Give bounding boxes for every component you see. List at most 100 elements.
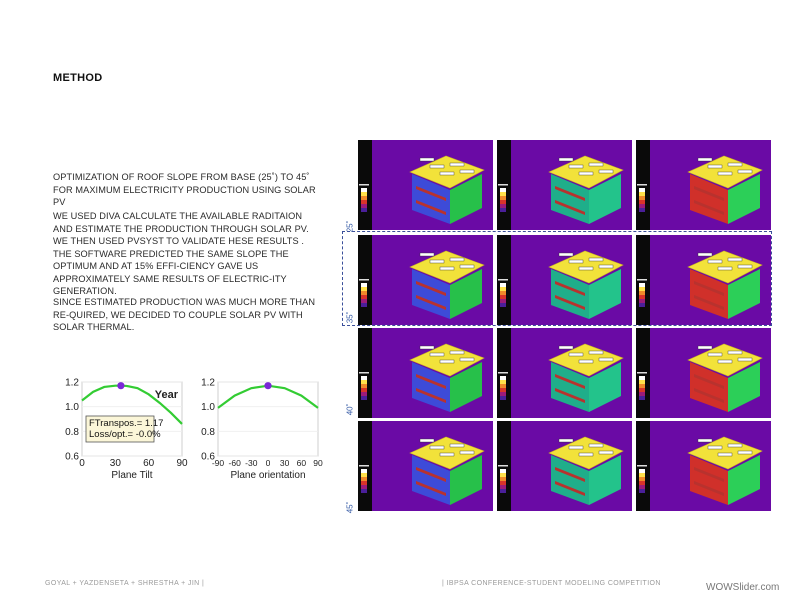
x-tick-label: -60	[229, 458, 242, 468]
balcony	[555, 481, 585, 496]
value-tag	[449, 443, 465, 448]
legend-swatch	[361, 473, 367, 477]
legend-swatch	[361, 481, 367, 485]
balcony	[555, 186, 585, 201]
legend-swatch	[639, 208, 645, 212]
footer-authors: GOYAL + YAZDENSETA + SHRESTHA + JIN |	[45, 580, 205, 587]
legend-swatch	[361, 283, 367, 287]
value-tag	[429, 259, 445, 264]
value-tag	[727, 350, 743, 355]
chart-title: Year	[155, 389, 179, 401]
x-tick-label: -90	[212, 458, 225, 468]
house-model-graphic	[359, 250, 485, 319]
annotation-text: FTranspos.= 1.17	[89, 418, 163, 429]
value-tag	[717, 359, 733, 364]
value-tag	[578, 359, 594, 364]
value-tag	[707, 445, 723, 450]
balcony	[555, 388, 585, 403]
legend-swatch	[500, 477, 506, 481]
balcony	[555, 467, 585, 482]
plane-orientation-chart: 0.6 0.8 1.0 1.2 -90 -60 -30 0 30 60 90 Plane orient…	[201, 378, 323, 482]
balcony	[416, 481, 446, 496]
annotation-text: Loss/opt.= -0.0%	[89, 429, 161, 440]
legend-swatch	[500, 303, 506, 307]
legend-swatch	[639, 204, 645, 208]
value-tag	[419, 345, 435, 350]
balcony	[555, 295, 585, 310]
legend-caption	[498, 372, 508, 374]
house-render-image	[636, 140, 771, 230]
value-tag	[588, 257, 604, 262]
legend-swatch	[639, 303, 645, 307]
value-tag	[558, 157, 574, 162]
legend-swatch	[500, 299, 506, 303]
balcony	[555, 200, 585, 215]
legend-swatch	[639, 489, 645, 493]
legend-swatch	[361, 392, 367, 396]
legend-caption	[498, 279, 508, 281]
balcony	[555, 281, 585, 296]
optimum-marker	[117, 382, 125, 390]
value-tag	[727, 257, 743, 262]
legend-swatch	[500, 291, 506, 295]
series-line	[81, 384, 183, 425]
legend-swatch	[639, 396, 645, 400]
house-model-graphic	[637, 436, 763, 505]
balcony	[416, 467, 446, 482]
legend-swatch	[361, 299, 367, 303]
value-tag	[459, 357, 475, 362]
house-model-graphic	[359, 155, 485, 224]
value-tag	[558, 438, 574, 443]
house-model-graphic	[637, 155, 763, 224]
legend-swatch	[361, 469, 367, 473]
value-tag	[598, 169, 614, 174]
value-tag	[439, 359, 455, 364]
legend-swatch	[639, 392, 645, 396]
row-label-40: 40˚	[345, 403, 355, 416]
value-tag	[717, 452, 733, 457]
value-tag	[578, 452, 594, 457]
legend-swatch	[361, 192, 367, 196]
legend-swatch	[500, 295, 506, 299]
y-tick-label: 0.6	[65, 452, 79, 463]
x-tick-label: 60	[143, 458, 155, 469]
value-tag	[717, 171, 733, 176]
footer-conference: | IBPSA CONFERENCE-STUDENT MODELING COMP…	[442, 580, 661, 587]
x-tick-label: 30	[110, 458, 122, 469]
x-tick-label: -30	[245, 458, 258, 468]
legend-swatch	[500, 489, 506, 493]
value-tag	[449, 350, 465, 355]
legend-swatch	[500, 283, 506, 287]
legend-swatch	[639, 188, 645, 192]
value-tag	[588, 162, 604, 167]
legend-swatch	[500, 188, 506, 192]
value-tag	[707, 259, 723, 264]
balcony	[416, 295, 446, 310]
legend-swatch	[361, 200, 367, 204]
value-tag	[578, 266, 594, 271]
legend-swatch	[639, 469, 645, 473]
value-tag	[598, 450, 614, 455]
legend-swatch	[361, 396, 367, 400]
value-tag	[449, 257, 465, 262]
x-axis-label: Plane orientation	[230, 470, 305, 481]
legend-swatch	[361, 291, 367, 295]
value-tag	[737, 357, 753, 362]
legend-swatch	[639, 196, 645, 200]
house-render-image	[497, 421, 632, 511]
legend-caption	[359, 279, 369, 281]
legend-swatch	[500, 200, 506, 204]
row-label-45: 45˚	[345, 501, 355, 514]
legend-swatch	[361, 489, 367, 493]
balcony	[694, 374, 724, 389]
legend-swatch	[639, 376, 645, 380]
plot-area	[217, 381, 319, 457]
legend-swatch	[361, 295, 367, 299]
balcony	[694, 481, 724, 496]
house-render-image	[358, 421, 493, 511]
value-tag	[419, 252, 435, 257]
value-tag	[707, 352, 723, 357]
legend-swatch	[639, 200, 645, 204]
legend-caption	[359, 184, 369, 186]
side-wall	[589, 174, 621, 224]
